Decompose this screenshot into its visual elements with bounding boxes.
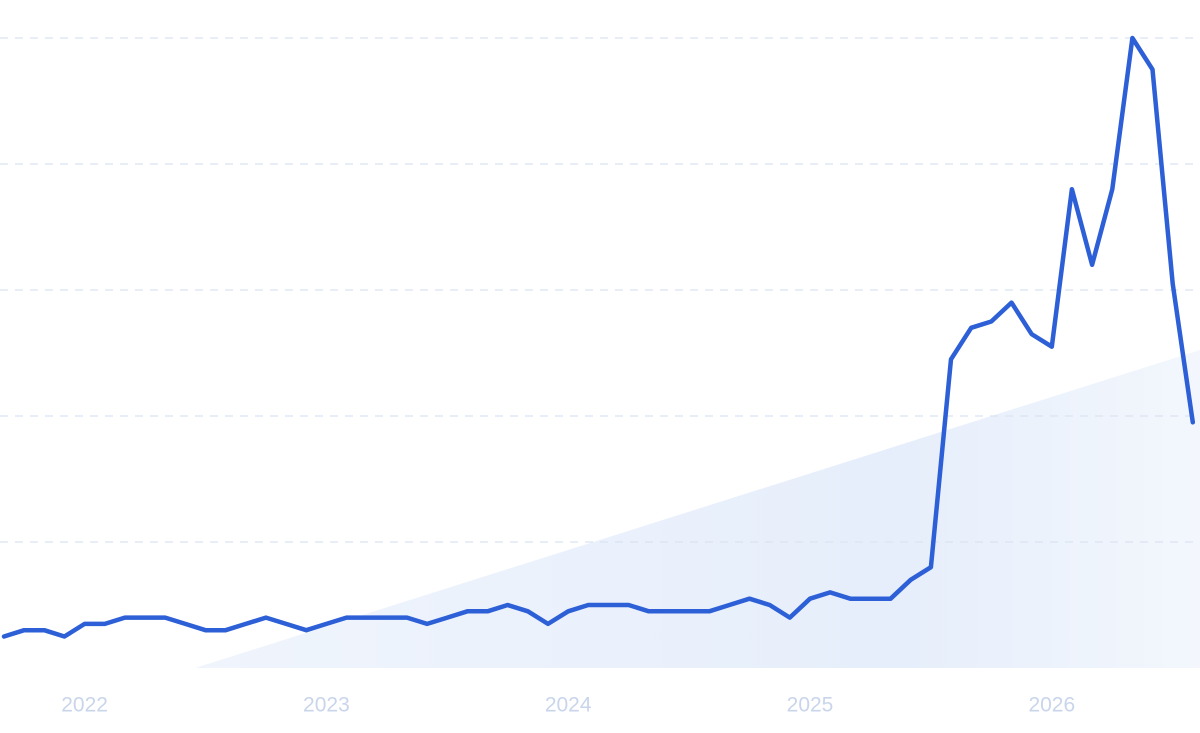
x-tick-label: 2023 bbox=[303, 694, 350, 717]
x-tick-label: 2025 bbox=[787, 694, 834, 717]
x-tick-label: 2024 bbox=[545, 694, 592, 717]
background-shade bbox=[195, 350, 1200, 668]
data-line bbox=[1, 35, 1196, 639]
x-tick-label: 2022 bbox=[61, 694, 108, 717]
x-tick-label: 2026 bbox=[1028, 694, 1075, 717]
